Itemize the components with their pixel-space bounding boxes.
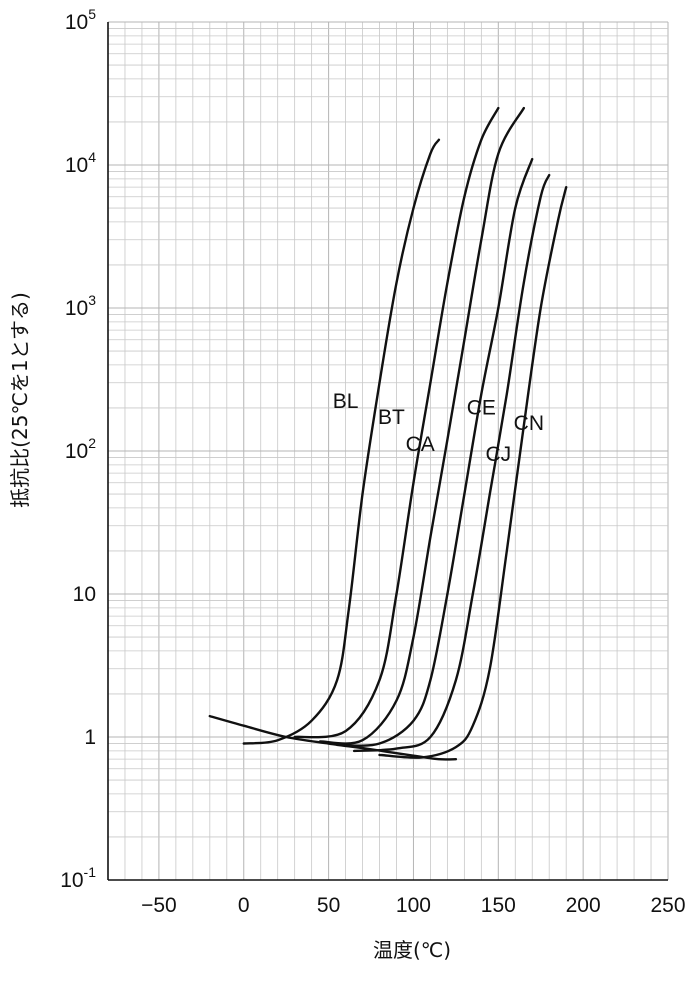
- x-tick-label: 100: [396, 894, 431, 917]
- y-axis-title: 抵抗比(25℃を1とする): [8, 292, 32, 508]
- x-tick-label: 200: [566, 894, 601, 917]
- y-tick-label: 102: [65, 435, 96, 463]
- y-tick-label: 104: [65, 149, 96, 177]
- x-tick-label: −50: [141, 894, 177, 917]
- baseline: [208, 714, 458, 761]
- baseline-line: [208, 714, 458, 761]
- series-bt-label: BT: [378, 406, 405, 429]
- series-bt-line: [293, 106, 500, 739]
- series-group: [242, 106, 568, 759]
- series-bl-label: BL: [333, 390, 359, 413]
- y-tick-label: 10: [73, 583, 96, 606]
- series-ca-label: CA: [406, 433, 435, 456]
- series-ca-line: [318, 106, 525, 745]
- series-ce-label: CE: [467, 396, 496, 419]
- plot-frame: [107, 22, 668, 881]
- x-axis-title: 温度(℃): [373, 938, 451, 962]
- series-ce-line: [335, 157, 534, 747]
- series-bl-line: [242, 138, 441, 745]
- series-cn-label: CN: [514, 412, 544, 435]
- x-tick-label: 0: [238, 894, 250, 917]
- x-tick-label: 50: [317, 894, 340, 917]
- x-tick-label: 250: [650, 894, 685, 917]
- x-tick-label: 150: [481, 894, 516, 917]
- series-cj-line: [352, 173, 551, 753]
- y-tick-label: 103: [65, 292, 96, 320]
- x-tick-labels: −50 0 50 100 150 200 250: [141, 894, 685, 917]
- y-tick-labels: 10-1 1 10 102 103 104 105: [60, 6, 96, 892]
- y-tick-label: 10-1: [60, 864, 96, 892]
- series-cj-label: CJ: [485, 443, 511, 466]
- y-tick-label: 105: [65, 6, 96, 34]
- series-cn-line: [378, 186, 568, 759]
- y-tick-label: 1: [84, 726, 96, 749]
